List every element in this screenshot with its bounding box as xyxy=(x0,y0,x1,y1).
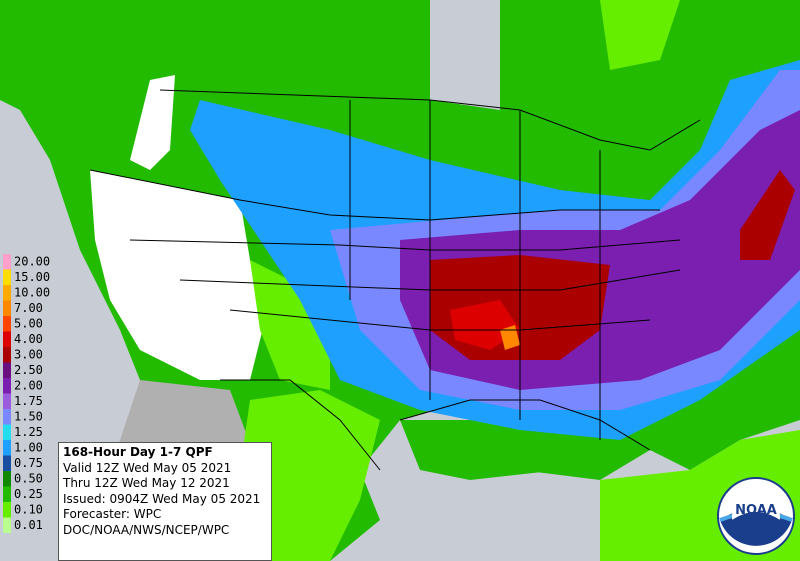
legend-label: 1.50 xyxy=(14,410,43,424)
band-7in xyxy=(500,325,520,350)
dry-northwest xyxy=(130,75,175,170)
info-line: Issued: 0904Z Wed May 05 2021 xyxy=(63,491,261,506)
legend-label: 20.00 xyxy=(14,255,50,269)
info-title: 168-Hour Day 1-7 QPF xyxy=(63,445,213,459)
info-box: 168-Hour Day 1-7 QPF Valid 12Z Wed May 0… xyxy=(58,442,272,561)
legend-swatch xyxy=(3,269,11,285)
dry-west xyxy=(90,170,270,380)
legend-swatch xyxy=(3,347,11,363)
gulf-rain xyxy=(400,420,560,480)
legend-swatch xyxy=(3,285,11,301)
legend-swatch xyxy=(3,362,11,378)
legend-label: 1.25 xyxy=(14,425,43,439)
info-line: DOC/NOAA/NWS/NCEP/WPC xyxy=(63,522,230,537)
legend-label: 1.00 xyxy=(14,441,43,455)
band-3in-atl xyxy=(740,170,795,260)
legend-swatch xyxy=(3,316,11,332)
legend-label: 5.00 xyxy=(14,317,43,331)
legend-swatch xyxy=(3,378,11,394)
noaa-logo: NOAA xyxy=(717,477,795,555)
legend-swatch xyxy=(3,440,11,456)
mexico-rain xyxy=(240,390,380,561)
legend-label: 4.00 xyxy=(14,332,43,346)
info-line: Forecaster: WPC xyxy=(63,507,162,522)
legend-label: 0.25 xyxy=(14,487,43,501)
legend-swatch xyxy=(3,471,11,487)
legend-label: 0.10 xyxy=(14,503,43,517)
legend-swatch xyxy=(3,424,11,440)
legend-swatch xyxy=(3,254,11,270)
legend-swatch xyxy=(3,517,11,533)
legend-label: 1.75 xyxy=(14,394,43,408)
legend-label: 2.00 xyxy=(14,379,43,393)
legend-swatch xyxy=(3,455,11,471)
legend-label: 2.50 xyxy=(14,363,43,377)
legend: 20.0015.0010.007.005.004.003.002.502.001… xyxy=(3,254,50,533)
north-rain xyxy=(600,0,680,70)
legend-label: 3.00 xyxy=(14,348,43,362)
legend-label: 0.01 xyxy=(14,518,43,532)
logo-text: NOAA xyxy=(735,503,777,518)
legend-swatch xyxy=(3,502,11,518)
legend-label: 0.50 xyxy=(14,472,43,486)
legend-label: 10.00 xyxy=(14,286,50,300)
legend-swatch xyxy=(3,300,11,316)
legend-swatch xyxy=(3,486,11,502)
legend-swatch xyxy=(3,393,11,409)
legend-swatch xyxy=(3,331,11,347)
info-line: Valid 12Z Wed May 05 2021 xyxy=(63,460,232,475)
boundaries xyxy=(89,89,701,471)
legend-label: 15.00 xyxy=(14,270,50,284)
dry-canada xyxy=(430,0,500,110)
info-line: Thru 12Z Wed May 12 2021 xyxy=(63,476,230,491)
legend-label: 7.00 xyxy=(14,301,43,315)
legend-label: 0.75 xyxy=(14,456,43,470)
legend-swatch xyxy=(3,409,11,425)
